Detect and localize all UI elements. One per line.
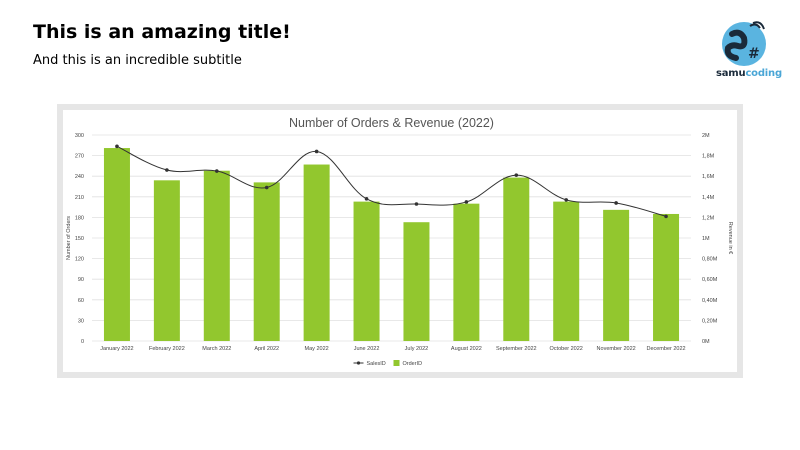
y-tick-label: 120 — [75, 257, 84, 263]
point-salesid — [165, 168, 169, 172]
y-tick-label: 0 — [81, 339, 84, 345]
y2-tick-label: 1,4M — [702, 195, 715, 201]
chart-frame: Number of Orders & Revenue (2022) 0 0M 30 0,… — [57, 104, 743, 378]
y-tick-label: 90 — [78, 277, 84, 283]
bar-orderid — [253, 182, 280, 341]
point-salesid — [364, 197, 369, 201]
y-tick-label: 180 — [75, 215, 84, 221]
y2-tick-label: 1,2M — [702, 215, 715, 221]
bar-orderid — [453, 203, 480, 341]
bar-orderid — [153, 180, 180, 341]
x-tick-label: May 2022 — [305, 346, 329, 352]
x-tick-label: January 2022 — [100, 346, 133, 352]
point-salesid — [614, 201, 618, 205]
point-salesid — [414, 202, 419, 206]
svg-text:#: # — [748, 46, 760, 62]
legend-label-salesid: SalesID — [367, 361, 386, 367]
x-tick-label: July 2022 — [405, 346, 429, 352]
bar-orderid — [303, 164, 330, 341]
y2-tick-label: 0M — [702, 339, 710, 345]
slide-subtitle: And this is an incredible subtitle — [33, 53, 242, 68]
y-tick-label: 270 — [75, 154, 84, 160]
point-salesid — [314, 149, 319, 154]
legend-line-marker — [356, 361, 361, 365]
y2-tick-label: 0,20M — [702, 318, 718, 324]
x-tick-label: February 2022 — [149, 346, 185, 352]
combo-chart: Number of Orders & Revenue (2022) 0 0M 30 0,… — [66, 116, 733, 367]
y-tick-label: 30 — [78, 318, 84, 324]
point-salesid — [464, 200, 469, 204]
y-tick-label: 240 — [75, 174, 84, 180]
bar-orderid — [403, 222, 430, 341]
x-tick-label: April 2022 — [254, 346, 279, 352]
y-tick-label: 210 — [75, 195, 84, 201]
y-tick-label: 300 — [75, 133, 84, 139]
bar-orderid — [503, 177, 530, 341]
samucoding-logo: # — [712, 18, 776, 84]
bar-orderid — [353, 201, 380, 341]
bar-orderid — [203, 170, 230, 341]
logo-mark-icon: # — [722, 21, 766, 66]
chart-title: Number of Orders & Revenue (2022) — [289, 116, 494, 130]
point-salesid — [564, 198, 569, 202]
y-axis-title: Number of Orders — [66, 216, 72, 260]
x-tick-label: November 2022 — [597, 346, 636, 352]
y2-tick-label: 1M — [702, 236, 710, 242]
slide-title: This is an amazing title! — [33, 21, 291, 43]
x-tick-label: December 2022 — [646, 346, 685, 352]
y2-axis-title: Revenue in € — [727, 222, 733, 254]
y2-tick-label: 1,6M — [702, 174, 715, 180]
point-salesid — [264, 185, 269, 190]
bar-orderid — [603, 209, 630, 341]
y-tick-label: 150 — [75, 236, 84, 242]
point-salesid — [115, 144, 119, 149]
x-tick-label: August 2022 — [451, 346, 482, 352]
y2-tick-label: 0,60M — [702, 277, 718, 283]
y2-tick-label: 0,40M — [702, 298, 718, 304]
point-salesid — [514, 173, 519, 177]
y2-tick-label: 0,80M — [702, 257, 718, 263]
logo-text-part2: coding — [745, 68, 782, 79]
x-tick-label: October 2022 — [550, 346, 583, 352]
bar-orderid — [553, 201, 580, 341]
y2-tick-label: 1,8M — [702, 154, 715, 160]
legend-bar-swatch — [393, 360, 400, 366]
legend-label-orderid: OrderID — [403, 361, 423, 367]
bar-orderid — [653, 213, 680, 341]
chart-panel: Number of Orders & Revenue (2022) 0 0M 30 0,… — [63, 110, 737, 372]
y2-tick-label: 2M — [702, 133, 710, 139]
point-salesid — [664, 214, 668, 219]
logo-text-part1: samu — [716, 68, 746, 79]
x-tick-label: March 2022 — [202, 346, 231, 352]
bar-orderid — [103, 148, 130, 341]
x-tick-label: September 2022 — [496, 346, 537, 352]
logo-wordmark: samucoding — [716, 68, 782, 79]
x-tick-label: June 2022 — [354, 346, 380, 352]
y-tick-label: 60 — [78, 298, 84, 304]
line-salesid — [116, 145, 667, 217]
point-salesid — [214, 169, 219, 173]
